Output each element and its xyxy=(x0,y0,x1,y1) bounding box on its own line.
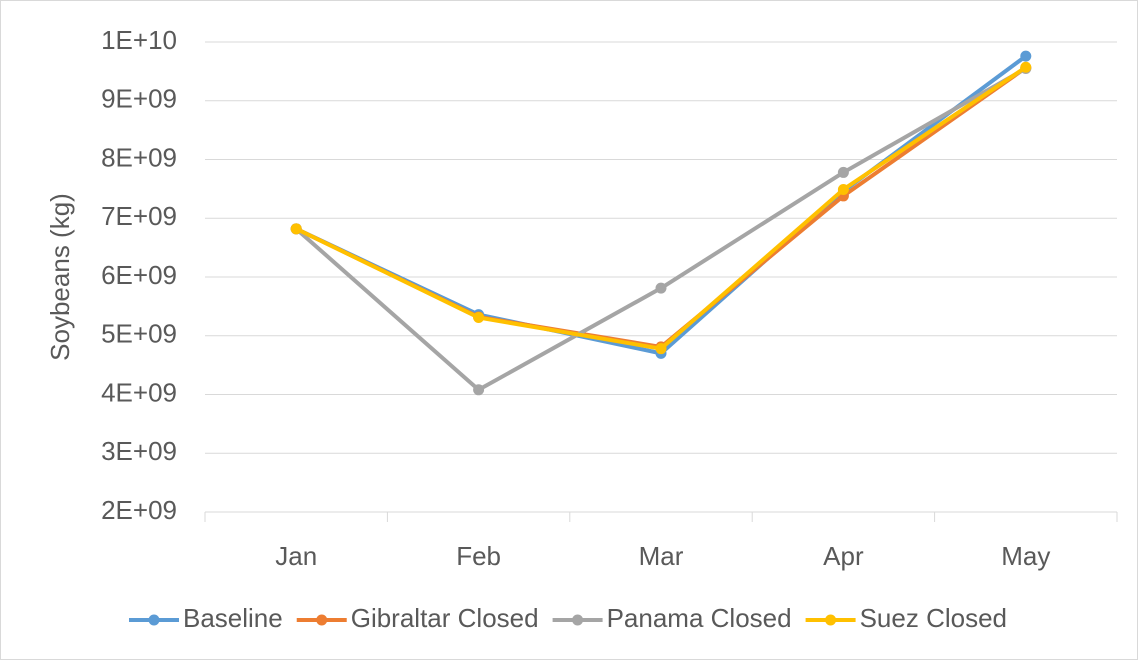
legend-marker xyxy=(572,614,584,626)
y-tick-label: 7E+09 xyxy=(101,201,177,231)
y-tick-label: 8E+09 xyxy=(101,142,177,172)
series-marker xyxy=(1020,61,1032,73)
y-tick-label: 3E+09 xyxy=(101,436,177,466)
series-marker xyxy=(473,384,485,396)
series-marker xyxy=(655,282,667,294)
series-marker xyxy=(655,343,667,355)
legend-marker xyxy=(316,614,328,626)
legend-marker xyxy=(825,614,837,626)
x-tick-label: Mar xyxy=(639,541,684,571)
x-tick-label: Feb xyxy=(456,541,501,571)
series-marker xyxy=(290,223,302,235)
series-marker xyxy=(1020,50,1032,62)
y-tick-label: 6E+09 xyxy=(101,260,177,290)
legend-label: Baseline xyxy=(183,603,283,633)
y-tick-label: 5E+09 xyxy=(101,319,177,349)
x-tick-label: Jan xyxy=(275,541,317,571)
y-tick-label: 4E+09 xyxy=(101,377,177,407)
legend-marker xyxy=(148,614,160,626)
y-tick-label: 1E+10 xyxy=(101,25,177,55)
legend-label: Suez Closed xyxy=(860,603,1007,633)
y-tick-label: 2E+09 xyxy=(101,495,177,525)
legend-label: Gibraltar Closed xyxy=(351,603,539,633)
series-marker xyxy=(837,183,849,195)
y-axis-label: Soybeans (kg) xyxy=(45,193,75,361)
series-marker xyxy=(473,312,485,324)
series-marker xyxy=(837,166,849,178)
x-tick-label: Apr xyxy=(823,541,864,571)
y-tick-label: 9E+09 xyxy=(101,84,177,114)
x-tick-label: May xyxy=(1001,541,1050,571)
legend-label: Panama Closed xyxy=(607,603,792,633)
